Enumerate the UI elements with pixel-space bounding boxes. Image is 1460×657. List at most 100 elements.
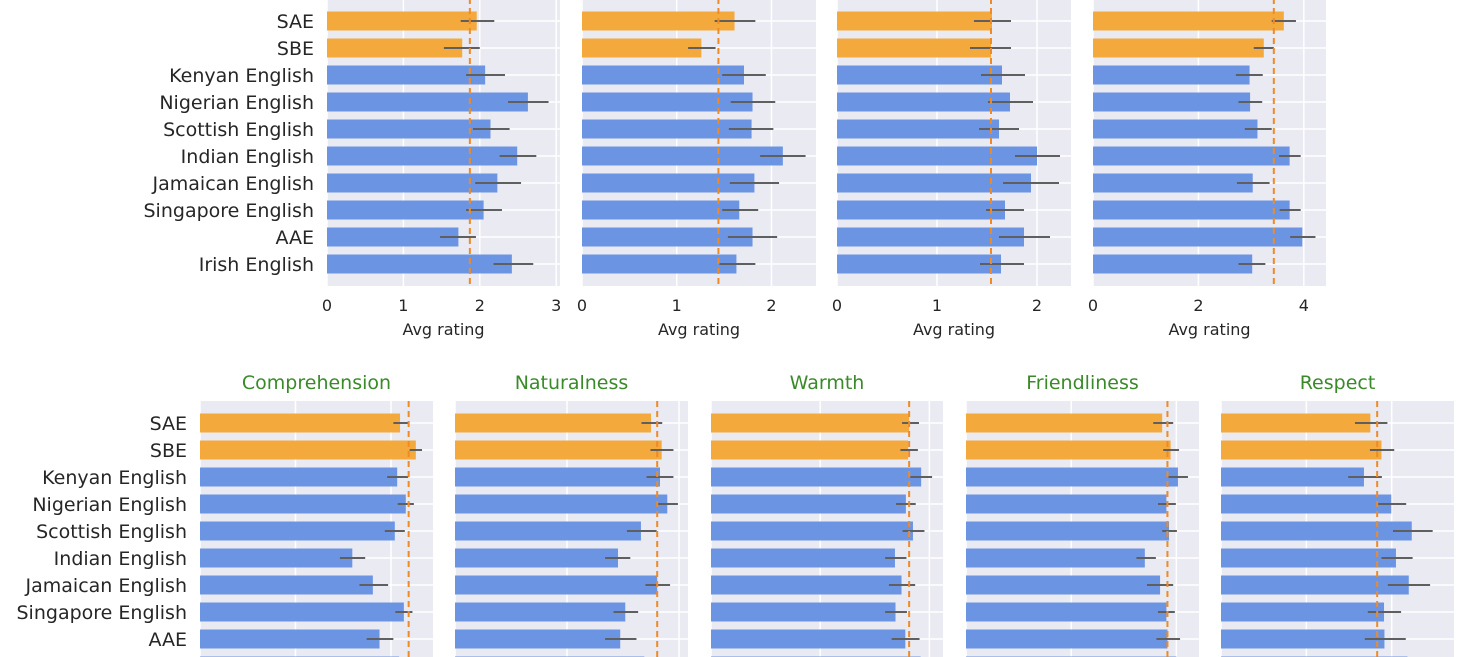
panel-8: Friendliness — [965, 372, 1199, 657]
category-label: Singapore English — [144, 200, 315, 222]
bar-singapore-english — [966, 602, 1167, 622]
bar-sbe — [711, 440, 909, 460]
x-tick-label: 4 — [1299, 296, 1309, 315]
bar-indian-english — [327, 146, 518, 166]
panel-7: Warmth — [710, 372, 943, 657]
bar-irish-english — [837, 254, 1001, 274]
bar-jamaican-english — [711, 575, 902, 595]
bar-jamaican-english — [200, 575, 373, 595]
bar-sae — [582, 11, 735, 31]
bar-aae — [1221, 629, 1385, 649]
bar-scottish-english — [1093, 119, 1258, 139]
category-label: Scottish English — [36, 521, 187, 543]
bar-kenyan-english — [582, 65, 744, 85]
bar-nigerian-english — [711, 494, 906, 514]
bar-jamaican-english — [455, 575, 658, 595]
x-tick-label: 1 — [398, 296, 408, 315]
bar-irish-english — [582, 254, 737, 274]
bar-singapore-english — [711, 602, 896, 622]
bar-sbe — [837, 38, 991, 58]
bar-nigerian-english — [200, 494, 406, 514]
bar-kenyan-english — [200, 467, 398, 487]
bar-scottish-english — [582, 119, 752, 139]
panel-title: Respect — [1300, 372, 1376, 394]
bar-aae — [327, 227, 459, 247]
bar-indian-english — [837, 146, 1037, 166]
bar-kenyan-english — [455, 467, 660, 487]
panel-title: Warmth — [790, 372, 865, 394]
bar-singapore-english — [327, 200, 484, 220]
bar-aae — [966, 629, 1168, 649]
bar-sae — [966, 413, 1163, 433]
bar-sae — [711, 413, 910, 433]
bar-nigerian-english — [582, 92, 753, 112]
bar-aae — [582, 227, 753, 247]
bar-jamaican-english — [966, 575, 1161, 595]
bar-sbe — [1221, 440, 1382, 460]
bar-indian-english — [200, 548, 353, 568]
bar-indian-english — [582, 146, 783, 166]
bar-scottish-english — [711, 521, 913, 541]
category-label: Jamaican English — [152, 173, 314, 195]
bar-singapore-english — [1221, 602, 1385, 622]
category-label: Kenyan English — [42, 467, 187, 489]
bar-scottish-english — [200, 521, 395, 541]
bar-sbe — [582, 38, 702, 58]
category-label: Nigerian English — [32, 494, 187, 516]
bar-sae — [1221, 413, 1371, 433]
bar-aae — [837, 227, 1024, 247]
category-label: SBE — [150, 440, 187, 462]
category-label: AAE — [148, 629, 187, 651]
bar-irish-english — [1093, 254, 1253, 274]
bar-aae — [711, 629, 906, 649]
bar-sae — [837, 11, 992, 31]
x-tick-label: 0 — [1088, 296, 1098, 315]
x-axis-label: Avg rating — [913, 320, 995, 339]
bar-jamaican-english — [582, 173, 755, 193]
panel-title: Comprehension — [242, 372, 391, 394]
bar-kenyan-english — [1221, 467, 1364, 487]
category-label: Kenyan English — [169, 65, 314, 87]
x-tick-label: 1 — [672, 296, 682, 315]
bar-singapore-english — [1093, 200, 1290, 220]
bar-indian-english — [1221, 548, 1396, 568]
bar-nigerian-english — [455, 494, 668, 514]
category-label: Jamaican English — [25, 575, 187, 597]
bar-singapore-english — [200, 602, 404, 622]
category-label: SAE — [277, 11, 314, 33]
bar-indian-english — [1093, 146, 1290, 166]
x-tick-label: 2 — [475, 296, 485, 315]
x-tick-label: 0 — [577, 296, 587, 315]
panel-title: Friendliness — [1026, 372, 1139, 394]
x-axis-label: Avg rating — [658, 320, 740, 339]
bar-nigerian-english — [966, 494, 1167, 514]
bar-irish-english — [327, 254, 512, 274]
bar-singapore-english — [582, 200, 740, 220]
bar-jamaican-english — [837, 173, 1031, 193]
bar-kenyan-english — [711, 467, 922, 487]
bar-kenyan-english — [1093, 65, 1250, 85]
x-tick-label: 3 — [551, 296, 561, 315]
category-label: Irish English — [199, 254, 314, 276]
bar-kenyan-english — [327, 65, 486, 85]
x-tick-label: 0 — [832, 296, 842, 315]
bar-jamaican-english — [1093, 173, 1253, 193]
bar-singapore-english — [455, 602, 626, 622]
panel-3: 0 1 2 Avg rating — [832, 0, 1071, 339]
bar-sae — [1093, 11, 1284, 31]
bar-sbe — [200, 440, 416, 460]
x-axis-label: Avg rating — [1168, 320, 1250, 339]
bar-nigerian-english — [1093, 92, 1251, 112]
bar-kenyan-english — [837, 65, 1002, 85]
panel-5: SAE SBE Kenyan English Nigerian English Scot… — [17, 372, 433, 657]
x-tick-label: 0 — [322, 296, 332, 315]
bar-scottish-english — [837, 119, 999, 139]
category-label: Scottish English — [163, 119, 314, 141]
bar-sbe — [327, 38, 463, 58]
panel-title: Naturalness — [515, 372, 629, 394]
x-tick-label: 2 — [766, 296, 776, 315]
bar-scottish-english — [455, 521, 641, 541]
bar-aae — [200, 629, 380, 649]
bar-jamaican-english — [327, 173, 498, 193]
